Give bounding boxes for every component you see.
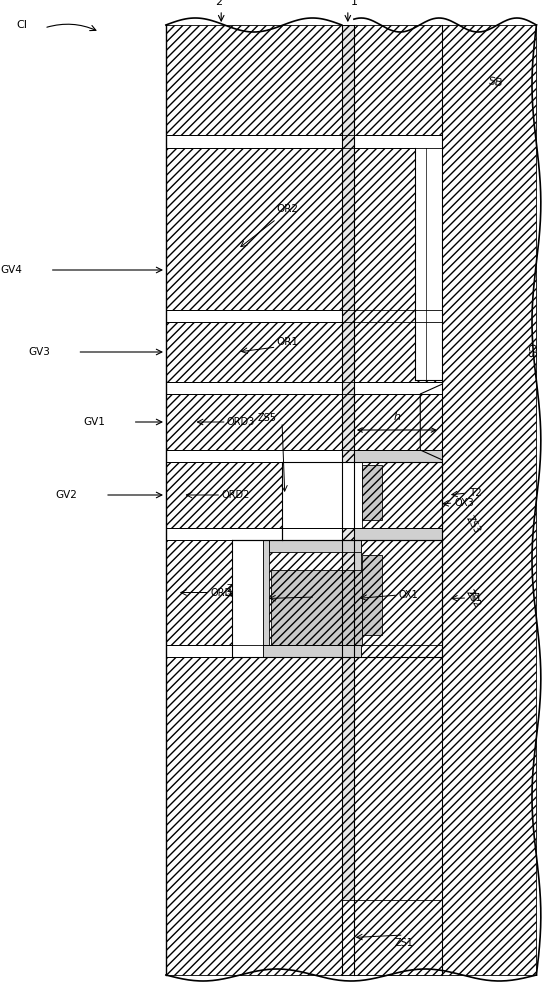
Bar [166,462,442,528]
Text: OR1: OR1 [276,337,299,347]
Bar [166,528,442,540]
Bar [166,394,442,450]
Text: CI: CI [17,20,28,30]
Text: 2: 2 [215,0,222,7]
Bar [166,148,442,310]
Bar [354,148,442,382]
Bar [354,540,442,657]
Bar [271,570,362,645]
Text: T2: T2 [469,488,482,498]
Bar [354,528,442,540]
Text: ZS1: ZS1 [394,938,413,948]
Bar [166,25,442,135]
Text: OX1: OX1 [398,590,418,600]
Text: ZS4: ZS4 [227,584,246,594]
Bar [166,322,442,382]
Bar [415,148,442,380]
Text: ZS5: ZS5 [258,413,276,423]
Text: GV2: GV2 [55,490,77,500]
Bar [166,310,442,322]
Bar [166,25,536,975]
Text: SB: SB [487,76,503,88]
Bar [362,465,382,520]
Bar [166,540,442,645]
Text: OX3: OX3 [455,498,474,508]
Text: P1: P1 [366,590,378,599]
Text: OR2: OR2 [276,204,299,214]
Text: CS: CS [525,343,535,357]
Text: P1: P1 [366,488,378,497]
Bar [263,540,269,645]
Text: ORD1: ORD1 [210,587,238,597]
Bar [354,450,442,540]
Bar [269,540,361,552]
Text: OX2: OX2 [293,592,312,602]
Bar [282,462,362,528]
Text: h: h [393,412,400,422]
Text: T1: T1 [469,593,482,603]
Bar [354,394,442,528]
Text: ZS3: ZS3 [465,514,482,536]
Bar [342,900,442,975]
Bar [354,450,442,462]
Text: ZS2: ZS2 [465,588,482,609]
Bar [362,555,382,635]
Bar [354,540,361,657]
Text: P2: P2 [311,603,322,612]
Bar [166,382,442,394]
Text: ORD3: ORD3 [227,417,255,427]
Text: 1: 1 [351,0,358,7]
Bar [342,25,354,975]
Bar [166,645,442,657]
Bar [232,540,263,657]
Bar [442,25,536,975]
Text: RIS: RIS [415,256,425,272]
Bar [354,462,361,528]
Bar [263,645,361,657]
Text: GV4: GV4 [0,265,22,275]
Bar [166,657,442,975]
Bar [166,135,442,148]
Text: GV3: GV3 [28,347,50,357]
Text: GV1: GV1 [83,417,105,427]
Text: ORD2: ORD2 [221,490,249,500]
Bar [166,450,442,462]
